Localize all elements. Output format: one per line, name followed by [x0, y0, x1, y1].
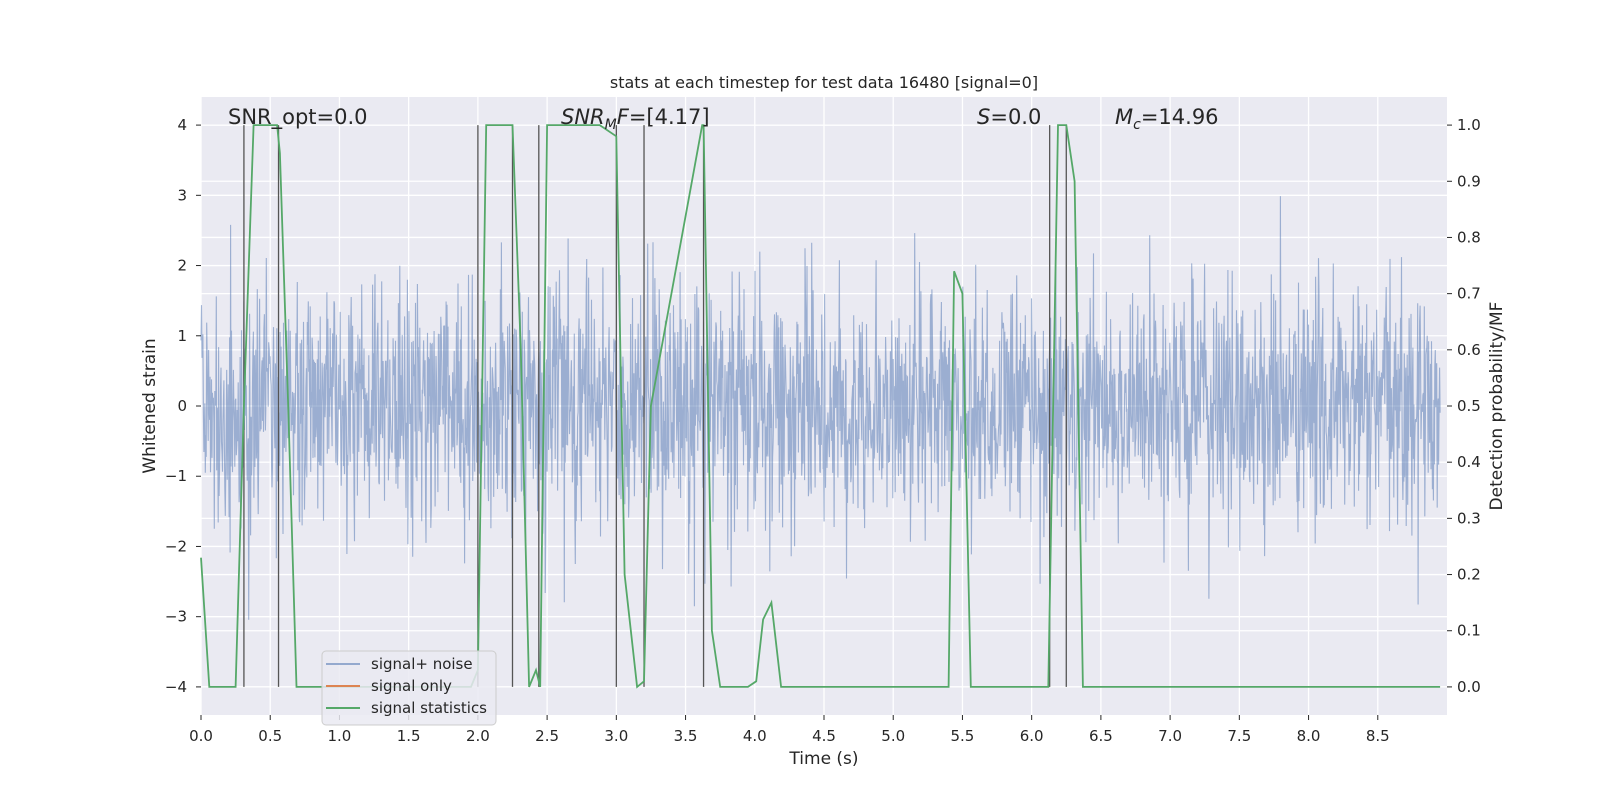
x-tick-label: 5.5 [951, 727, 975, 745]
x-tick-label: 6.5 [1089, 727, 1113, 745]
right-tick-label: 1.0 [1457, 116, 1481, 134]
x-tick-label: 1.0 [328, 727, 352, 745]
signal-noise-series [200, 196, 1441, 620]
annotation-mc: Mc=14.96 [1115, 105, 1219, 133]
left-tick-label: −2 [165, 537, 187, 555]
x-tick-label: 0.5 [258, 727, 282, 745]
right-tick-label: 0.8 [1457, 228, 1481, 246]
legend-label-signal-only: signal only [371, 677, 452, 695]
legend-label-signal-statistics: signal statistics [371, 699, 487, 717]
legend-box [321, 650, 497, 726]
x-tick-label: 7.0 [1158, 727, 1182, 745]
x-tick-label: 5.0 [881, 727, 905, 745]
left-tick-label: 0 [177, 397, 187, 415]
right-tick-label: 0.2 [1457, 566, 1481, 584]
x-tick-label: 4.5 [812, 727, 836, 745]
x-tick-label: 4.0 [743, 727, 767, 745]
x-tick-label: 0.0 [189, 727, 213, 745]
right-tick-label: 0.7 [1457, 285, 1481, 303]
x-tick-label: 6.0 [1020, 727, 1044, 745]
signal-noise-line [200, 196, 1441, 620]
vertical-markers [243, 125, 1067, 687]
x-tick-label: 2.0 [466, 727, 490, 745]
right-tick-label: 0.5 [1457, 397, 1481, 415]
x-axis-label: Time (s) [788, 749, 858, 769]
signal-statistics-series [200, 124, 1441, 689]
left-axis-ticks: 4 3 2 1 0 −1 −2 −3 −4 [165, 116, 201, 696]
right-tick-label: 0.4 [1457, 453, 1481, 471]
x-tick-label: 8.0 [1297, 727, 1321, 745]
right-axis-ticks: 1.0 0.9 0.8 0.7 0.6 0.5 0.4 0.3 0.2 0.1 0.0 [1447, 116, 1481, 696]
left-tick-label: 1 [177, 327, 187, 345]
x-tick-label: 3.0 [604, 727, 628, 745]
left-axis-label: Whitened strain [140, 338, 160, 473]
x-tick-label: 2.5 [535, 727, 559, 745]
chart-title: stats at each timestep for test data 164… [610, 73, 1038, 92]
left-tick-label: −3 [165, 608, 187, 626]
x-tick-label: 1.5 [397, 727, 421, 745]
x-tick-label: 3.5 [674, 727, 698, 745]
x-tick-label: 7.5 [1227, 727, 1251, 745]
annotation-snr-mf: SNRMF=[4.17] [561, 105, 710, 133]
x-tick-label: 8.5 [1366, 727, 1390, 745]
annotation-snr-opt: SNR_opt=0.0 [228, 105, 368, 130]
right-tick-label: 0.3 [1457, 509, 1481, 527]
left-tick-label: 3 [177, 186, 187, 204]
x-axis-ticks: 0.0 0.5 1.0 1.5 2.0 2.5 3.0 3.5 4.0 4.5 5.0 5.5 6.0 6… [189, 715, 1390, 745]
left-tick-label: −1 [165, 467, 187, 485]
right-axis-label: Detection probability/MF [1487, 302, 1507, 511]
right-tick-label: 0.1 [1457, 622, 1481, 640]
left-tick-label: 2 [177, 257, 187, 275]
legend-label-signal-noise: signal+ noise [371, 655, 473, 673]
right-tick-label: 0.0 [1457, 678, 1481, 696]
left-tick-label: −4 [165, 678, 187, 696]
right-tick-label: 0.6 [1457, 341, 1481, 359]
left-tick-label: 4 [177, 116, 187, 134]
annotation-s-stat: S=0.0 [977, 105, 1041, 129]
signal-statistics-line [200, 124, 1441, 689]
right-tick-label: 0.9 [1457, 172, 1481, 190]
legend: signal+ noise signal only signal statist… [321, 650, 497, 726]
